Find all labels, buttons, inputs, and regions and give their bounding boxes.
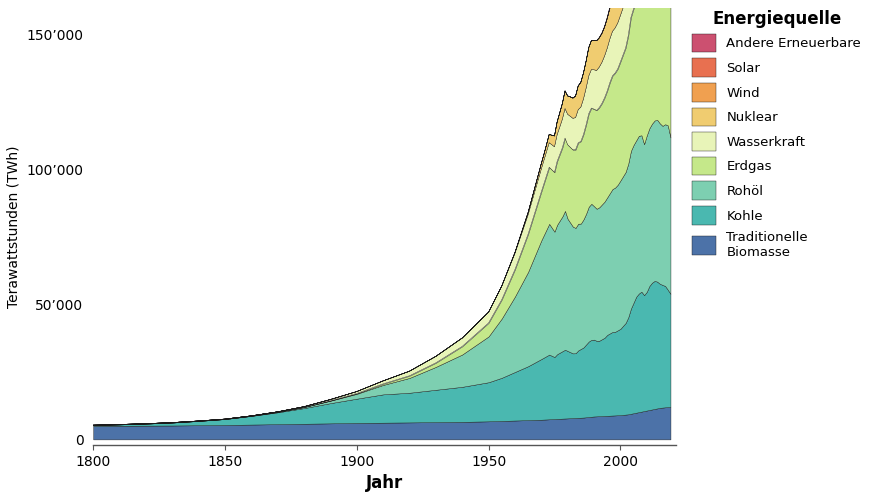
X-axis label: Jahr: Jahr (366, 474, 403, 492)
Y-axis label: Terawattstunden (TWh): Terawattstunden (TWh) (7, 145, 21, 308)
Legend: Andere Erneuerbare, Solar, Wind, Nuklear, Wasserkraft, Erdgas, Rohöl, Kohle, Tra: Andere Erneuerbare, Solar, Wind, Nuklear… (688, 6, 865, 262)
